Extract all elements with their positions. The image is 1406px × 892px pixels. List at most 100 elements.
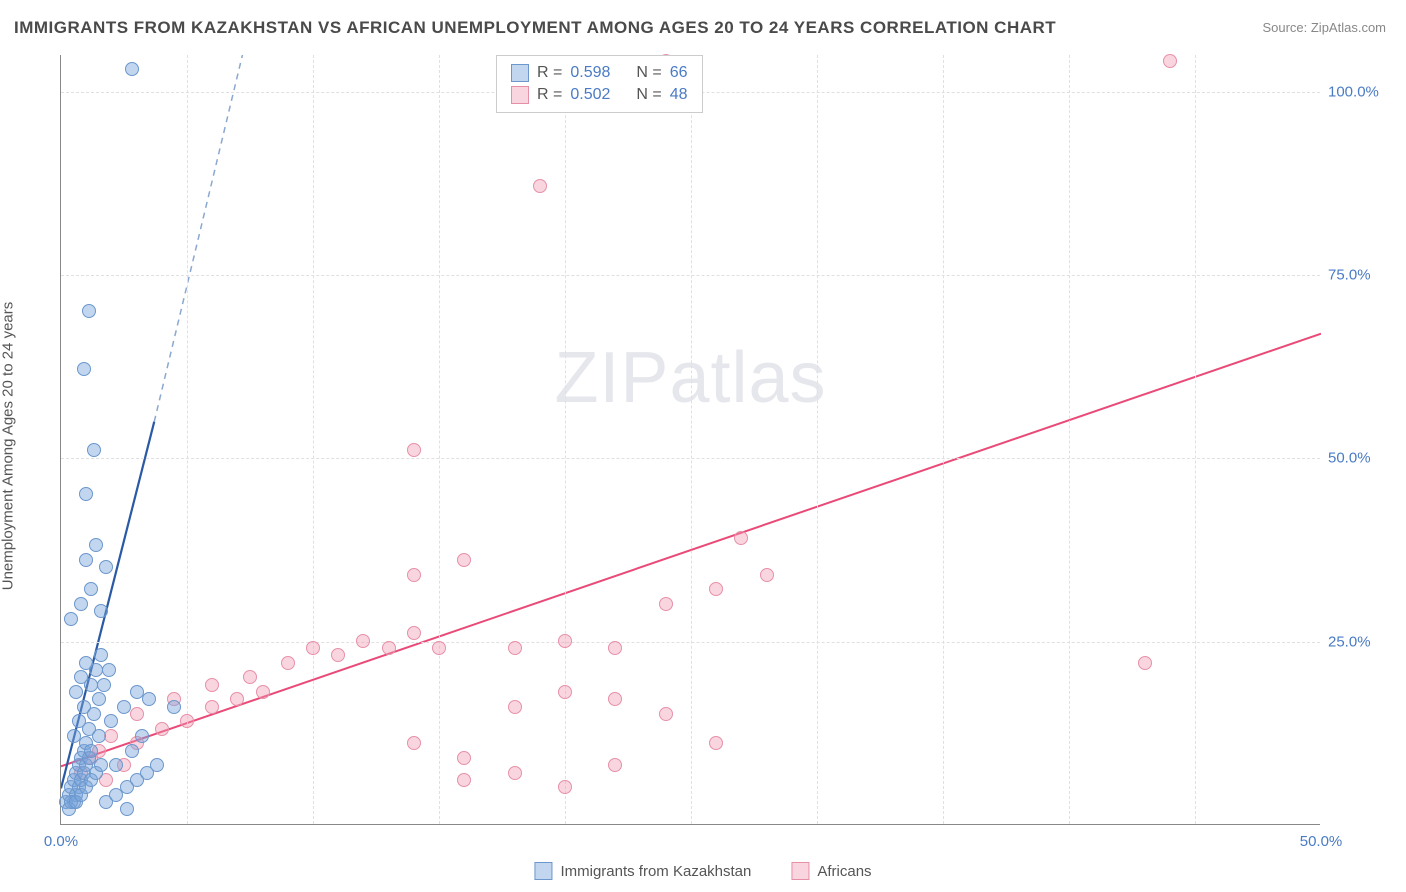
legend-row-pink: R = 0.502 N = 48: [511, 84, 688, 106]
scatter-point-pink: [407, 736, 421, 750]
gridline-v: [187, 55, 188, 824]
gridline-v: [439, 55, 440, 824]
swatch-pink: [511, 86, 529, 104]
scatter-point-pink: [558, 780, 572, 794]
gridline-v: [691, 55, 692, 824]
scatter-point-blue: [97, 678, 111, 692]
scatter-point-blue: [82, 304, 96, 318]
yaxis-title: Unemployment Among Ages 20 to 24 years: [0, 302, 17, 591]
scatter-point-blue: [69, 685, 83, 699]
scatter-point-pink: [281, 656, 295, 670]
scatter-point-blue: [142, 692, 156, 706]
scatter-point-pink: [457, 751, 471, 765]
scatter-point-pink: [709, 582, 723, 596]
scatter-point-blue: [79, 553, 93, 567]
legend-row-blue: R = 0.598 N = 66: [511, 62, 688, 84]
scatter-point-pink: [331, 648, 345, 662]
chart-title: IMMIGRANTS FROM KAZAKHSTAN VS AFRICAN UN…: [14, 18, 1056, 38]
scatter-point-blue: [109, 758, 123, 772]
n-value-blue: 66: [670, 64, 688, 82]
scatter-point-pink: [205, 700, 219, 714]
series-legend: Immigrants from Kazakhstan Africans: [534, 862, 871, 880]
scatter-point-pink: [130, 707, 144, 721]
scatter-point-blue: [84, 744, 98, 758]
gridline-v: [1195, 55, 1196, 824]
correlation-legend: R = 0.598 N = 66 R = 0.502 N = 48: [496, 55, 703, 113]
ytick-label: 25.0%: [1328, 633, 1388, 650]
scatter-point-pink: [608, 692, 622, 706]
scatter-point-pink: [306, 641, 320, 655]
scatter-point-blue: [99, 560, 113, 574]
scatter-point-pink: [558, 634, 572, 648]
scatter-point-pink: [1163, 54, 1177, 68]
scatter-point-pink: [180, 714, 194, 728]
scatter-point-blue: [120, 802, 134, 816]
scatter-point-pink: [558, 685, 572, 699]
scatter-point-pink: [356, 634, 370, 648]
scatter-point-blue: [84, 678, 98, 692]
r-label: R =: [537, 64, 562, 82]
scatter-point-blue: [64, 612, 78, 626]
legend-item-pink: Africans: [791, 862, 871, 880]
n-label: N =: [636, 64, 661, 82]
scatter-point-pink: [1138, 656, 1152, 670]
gridline-v: [565, 55, 566, 824]
scatter-point-blue: [150, 758, 164, 772]
scatter-point-blue: [167, 700, 181, 714]
scatter-point-blue: [94, 758, 108, 772]
scatter-point-pink: [508, 766, 522, 780]
n-label: N =: [636, 86, 661, 104]
swatch-blue: [511, 64, 529, 82]
xtick-label: 50.0%: [1300, 833, 1343, 850]
scatter-point-pink: [457, 553, 471, 567]
scatter-point-blue: [67, 729, 81, 743]
scatter-point-pink: [608, 758, 622, 772]
scatter-point-blue: [104, 714, 118, 728]
scatter-point-blue: [89, 538, 103, 552]
scatter-point-blue: [84, 582, 98, 596]
r-value-blue: 0.598: [570, 64, 610, 82]
scatter-point-pink: [205, 678, 219, 692]
scatter-point-blue: [125, 744, 139, 758]
scatter-point-blue: [79, 487, 93, 501]
scatter-point-pink: [659, 707, 673, 721]
swatch-blue: [534, 862, 552, 880]
scatter-point-pink: [709, 736, 723, 750]
ytick-label: 75.0%: [1328, 267, 1388, 284]
scatter-point-pink: [457, 773, 471, 787]
series-label-pink: Africans: [817, 863, 871, 880]
ytick-label: 50.0%: [1328, 450, 1388, 467]
scatter-point-blue: [125, 62, 139, 76]
scatter-point-blue: [94, 648, 108, 662]
scatter-point-blue: [94, 604, 108, 618]
scatter-point-pink: [659, 597, 673, 611]
scatter-point-pink: [508, 700, 522, 714]
scatter-point-blue: [89, 663, 103, 677]
scatter-point-pink: [256, 685, 270, 699]
r-value-pink: 0.502: [570, 86, 610, 104]
scatter-point-blue: [92, 692, 106, 706]
scatter-point-blue: [102, 663, 116, 677]
gridline-v: [313, 55, 314, 824]
scatter-point-pink: [382, 641, 396, 655]
scatter-point-blue: [109, 788, 123, 802]
scatter-point-blue: [74, 597, 88, 611]
plot-region: ZIPatlas 25.0%50.0%75.0%100.0%0.0%50.0%: [60, 55, 1320, 825]
gridline-v: [817, 55, 818, 824]
scatter-point-blue: [77, 362, 91, 376]
series-label-blue: Immigrants from Kazakhstan: [560, 863, 751, 880]
scatter-point-pink: [407, 443, 421, 457]
scatter-point-pink: [533, 179, 547, 193]
xtick-label: 0.0%: [44, 833, 78, 850]
scatter-point-pink: [243, 670, 257, 684]
source-attribution: Source: ZipAtlas.com: [1262, 20, 1386, 35]
scatter-point-blue: [92, 729, 106, 743]
scatter-point-pink: [155, 722, 169, 736]
n-value-pink: 48: [670, 86, 688, 104]
scatter-point-pink: [407, 568, 421, 582]
gridline-v: [943, 55, 944, 824]
scatter-point-pink: [230, 692, 244, 706]
scatter-point-pink: [608, 641, 622, 655]
scatter-point-pink: [734, 531, 748, 545]
scatter-point-pink: [508, 641, 522, 655]
